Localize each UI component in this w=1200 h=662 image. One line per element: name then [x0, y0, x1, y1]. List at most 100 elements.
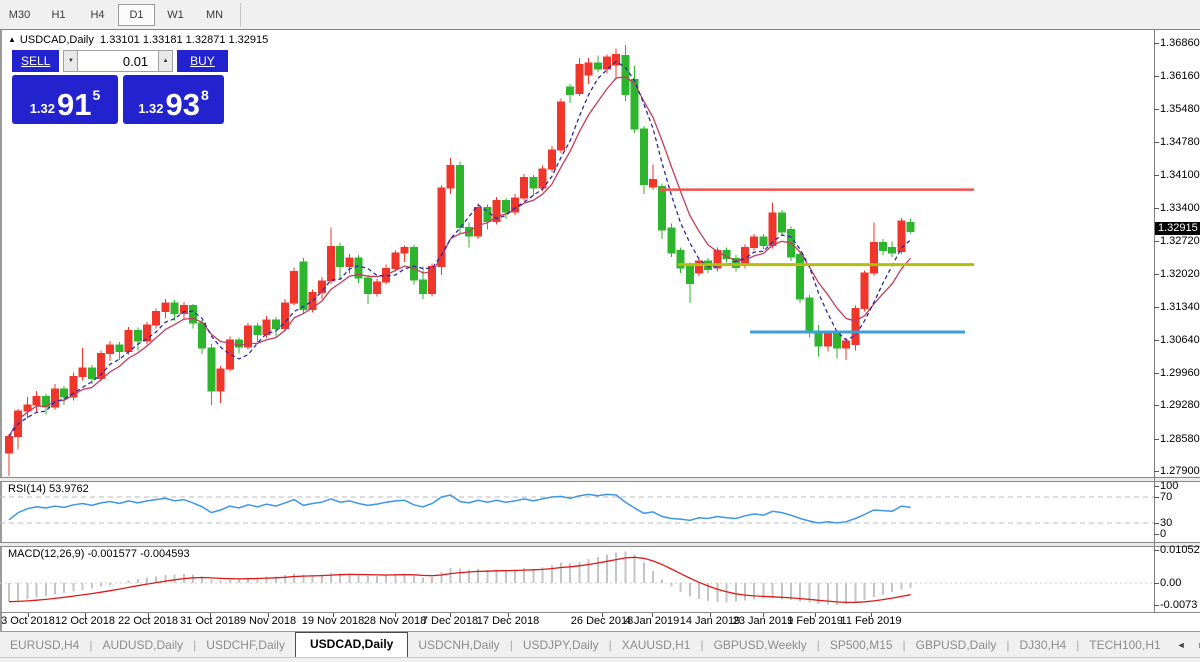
rsi-axis-label: 70 [1160, 491, 1173, 503]
scale-tick [1154, 405, 1159, 406]
chart-tab-bar: EURUSD,H4 | AUDUSD,Daily | USDCHF,Daily USDCA… [0, 631, 1200, 657]
chart-tab-gbpusd[interactable]: GBPUSD,Weekly [713, 638, 807, 652]
tab-scroll-right-icon[interactable]: ► [1192, 640, 1200, 650]
volume-input[interactable] [78, 50, 159, 72]
bid-prefix: 1.32 [29, 101, 56, 116]
date-axis-border [0, 612, 1200, 613]
symbol-period-label: USDCAD,Daily [19, 34, 94, 46]
date-tick [210, 613, 211, 617]
chart-tab-usdcad[interactable]: USDCAD,Daily [294, 632, 409, 657]
price-axis-label: 1.27900 [1160, 465, 1200, 477]
timeframe-toolbar: M30 H1 H4 D1 W1 MN [0, 0, 1200, 29]
bid-pip-digit: 5 [92, 87, 101, 103]
scale-tick [1154, 76, 1159, 77]
date-axis-label: 7 Dec 2018 [421, 615, 479, 627]
timeframe-button-mn[interactable]: MN [205, 8, 224, 21]
ask-big-digits: 93 [165, 87, 200, 122]
scale-tick [1154, 439, 1159, 440]
chart-tab-eurusd[interactable]: EURUSD,H4 [10, 638, 80, 652]
chart-tab-usdcnh[interactable]: USDCNH,Daily [418, 638, 500, 652]
main-price-chart[interactable] [0, 30, 1154, 478]
scale-tick [1154, 550, 1159, 551]
chart-tab-tech100[interactable]: TECH100,H1 [1089, 638, 1161, 652]
price-axis-label: 1.31340 [1160, 301, 1200, 313]
timeframe-button-h1[interactable]: H1 [51, 8, 66, 21]
macd-indicator-panel[interactable] [0, 546, 1154, 612]
sell-button[interactable]: SELL [12, 50, 60, 72]
date-tick [268, 613, 269, 617]
chart-tab-audusd[interactable]: AUDUSD,Daily [102, 638, 184, 652]
volume-increase-button[interactable]: ▲ [158, 50, 173, 72]
price-axis-label: 1.32020 [1160, 268, 1200, 280]
bid-big-digits: 91 [57, 87, 92, 122]
macd-panel-splitter[interactable] [0, 542, 1200, 547]
buy-button[interactable]: BUY [176, 50, 228, 72]
scale-tick [1154, 471, 1159, 472]
ask-price-panel[interactable]: 1.32 93 8 [123, 75, 224, 124]
rsi-panel-splitter[interactable] [0, 477, 1200, 482]
scale-tick [1154, 534, 1159, 535]
price-axis-label: 1.36160 [1160, 70, 1200, 82]
ask-pip-digit: 8 [201, 87, 209, 103]
scale-tick [1154, 486, 1159, 487]
rsi-title: RSI(14) 53.9762 [8, 483, 89, 495]
date-axis-label: 19 Nov 2018 [301, 615, 365, 627]
scale-tick [1154, 373, 1159, 374]
tab-separator: | [509, 638, 513, 652]
scale-tick [1154, 340, 1159, 341]
rsi-axis-label: 100 [1160, 480, 1179, 492]
bid-price-panel[interactable]: 1.32 91 5 [12, 75, 118, 124]
tab-separator: | [902, 638, 906, 652]
date-axis-label: 3 Oct 2018 [1, 615, 55, 627]
date-axis-label: 12 Oct 2018 [55, 615, 115, 627]
date-axis-label: 28 Nov 2018 [363, 615, 427, 627]
price-axis-label: 1.36860 [1160, 37, 1200, 49]
scale-tick [1154, 497, 1159, 498]
price-axis-label: 1.28580 [1160, 433, 1200, 445]
date-axis-label: 1 Feb 2019 [787, 615, 843, 627]
macd-axis-label: 0.010525 [1160, 544, 1200, 556]
date-axis-label: 14 Jan 2019 [679, 615, 741, 627]
volume-decrease-button[interactable]: ▼ [63, 50, 79, 72]
high-value: 1.33181 [142, 34, 183, 46]
price-axis-label: 1.33400 [1160, 202, 1200, 214]
tab-separator: | [1006, 638, 1010, 652]
tab-separator: | [700, 638, 704, 652]
scale-tick [1154, 208, 1159, 209]
date-axis-label: 22 Oct 2018 [118, 615, 178, 627]
price-axis-label: 1.35480 [1160, 103, 1200, 115]
rsi-axis-label: 30 [1160, 517, 1173, 529]
date-axis-label: 4 Jan 2019 [624, 615, 680, 627]
timeframe-button-w1[interactable]: W1 [167, 8, 184, 21]
toolbar-separator [240, 2, 241, 27]
chart-tab-gbpusd[interactable]: GBPUSD,Daily [915, 638, 997, 652]
timeframe-button-d1[interactable]: D1 [118, 3, 155, 26]
chart-tab-sp500[interactable]: SP500,M15 [829, 638, 893, 652]
macd-axis-label: 0.00 [1160, 577, 1182, 589]
scale-tick [1154, 583, 1159, 584]
date-tick [85, 613, 86, 617]
rsi-indicator-panel[interactable] [0, 481, 1154, 542]
chart-tab-usdjpy[interactable]: USDJPY,Daily [522, 638, 599, 652]
close-value: 1.32915 [228, 34, 269, 46]
scale-tick [1154, 307, 1159, 308]
chart-tab-usdchf[interactable]: USDCHF,Daily [206, 638, 285, 652]
tab-scroll-arrows: ◄► [1171, 632, 1200, 657]
tab-scroll-left-icon[interactable]: ◄ [1176, 639, 1186, 650]
chart-tab-xauusd[interactable]: XAUUSD,H1 [621, 638, 691, 652]
ohlc-marker-icon[interactable]: ▲ [8, 35, 16, 44]
date-tick [763, 613, 764, 617]
price-axis-label: 1.34100 [1160, 169, 1200, 181]
low-value: 1.32871 [185, 34, 226, 46]
timeframe-button-m30[interactable]: M30 [8, 8, 31, 21]
macd-axis-label: -0.0073 [1160, 599, 1198, 611]
date-tick [652, 613, 653, 617]
timeframe-button-h4[interactable]: H4 [90, 8, 105, 21]
date-tick [28, 613, 29, 617]
date-tick [602, 613, 603, 617]
price-axis-label: 1.32720 [1160, 235, 1200, 247]
chart-tab-dj30[interactable]: DJ30,H4 [1019, 638, 1067, 652]
price-axis-label: 1.30640 [1160, 334, 1200, 346]
date-axis-label: 26 Dec 2018 [570, 615, 634, 627]
price-axis-label: 1.29960 [1160, 367, 1200, 379]
